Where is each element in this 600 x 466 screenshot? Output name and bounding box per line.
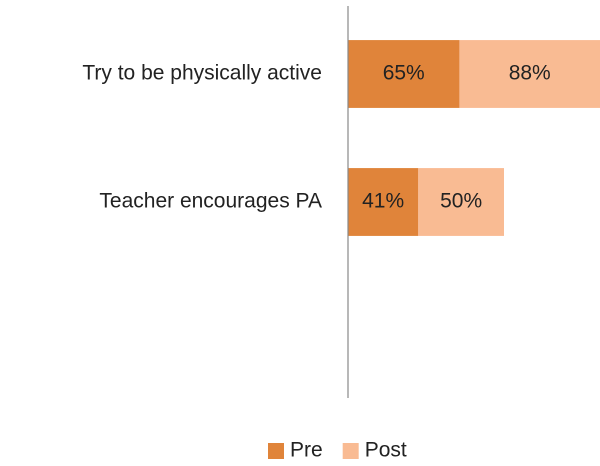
legend-label: Post: [365, 439, 407, 462]
legend-label: Pre: [290, 439, 323, 462]
legend-swatch: [268, 443, 284, 459]
data-label: 41%: [362, 190, 404, 213]
legend-swatch: [342, 443, 359, 459]
data-label: 50%: [440, 190, 482, 213]
bar-segment: [348, 40, 460, 108]
bar-segment: [348, 168, 419, 236]
bar-segment: [459, 40, 600, 108]
data-label: 88%: [509, 62, 551, 85]
bar-segment: [418, 168, 504, 236]
category-label: Teacher encourages PA: [99, 190, 322, 213]
data-label: 65%: [383, 62, 425, 85]
category-label: Try to be physically active: [82, 62, 322, 85]
